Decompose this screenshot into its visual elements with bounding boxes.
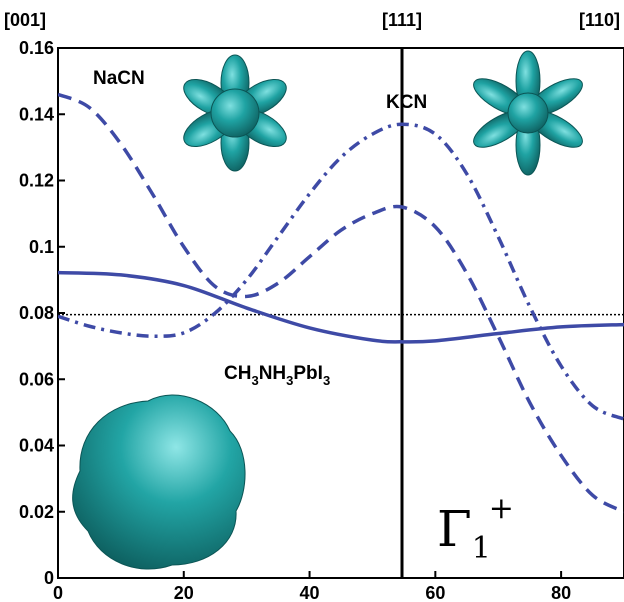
y-tick-label: 0.1 — [29, 237, 54, 257]
series-line-solid — [58, 270, 624, 344]
x-tick-labels: 0 20 40 60 80 — [53, 583, 571, 602]
y-tick-label: 0.08 — [19, 303, 54, 323]
y-tick-label: 0.02 — [19, 502, 54, 522]
direction-label: [001] — [4, 10, 46, 30]
direction-label: [111] — [382, 10, 422, 30]
gamma-symbol: Γ — [437, 500, 472, 558]
mapbi3-blob-icon — [72, 394, 246, 570]
y-tick-label: 0.14 — [19, 104, 54, 124]
label-mapbi3: CH3NH3PbI3 — [224, 363, 330, 388]
y-tick-label: 0.12 — [19, 171, 54, 191]
label-nacn: NaCN — [93, 68, 145, 89]
x-tick-label: 40 — [300, 583, 320, 602]
y-tick-labels: 0 0.02 0.04 0.06 0.08 0.1 0.12 0.14 0.16 — [19, 38, 54, 588]
mapbi3-part2: NH — [259, 363, 286, 384]
series-group — [58, 92, 624, 514]
y-tick-label: 0.04 — [19, 436, 54, 456]
y-tick-label: 0.16 — [19, 38, 54, 58]
series-line-dashed — [58, 92, 624, 514]
direction-label: [110] — [579, 10, 620, 30]
x-tick-label: 80 — [551, 583, 571, 602]
gamma-sub: 1 — [472, 531, 491, 566]
gamma-sup: + — [489, 491, 514, 526]
label-kcn: KCN — [386, 92, 427, 113]
direction-labels: [001] [111] [110] — [4, 10, 620, 30]
x-tick-label: 0 — [53, 583, 63, 602]
x-tick-label: 60 — [425, 583, 445, 602]
label-gamma: Γ1 + — [437, 491, 514, 566]
y-tick-label: 0 — [44, 568, 54, 588]
series-line-dashdot — [58, 122, 624, 421]
axis-ticks — [57, 47, 563, 579]
mapbi3-sub2: 3 — [286, 373, 293, 388]
x-tick-label: 20 — [174, 583, 194, 602]
mapbi3-part3: PbI — [293, 363, 323, 384]
y-tick-label: 0.06 — [19, 369, 54, 389]
mapbi3-sub3: 3 — [323, 373, 330, 388]
kcn-star-icon — [473, 50, 583, 176]
mapbi3-part1: CH — [224, 363, 251, 384]
mapbi3-sub1: 3 — [251, 373, 258, 388]
nacn-star-icon — [183, 54, 287, 172]
